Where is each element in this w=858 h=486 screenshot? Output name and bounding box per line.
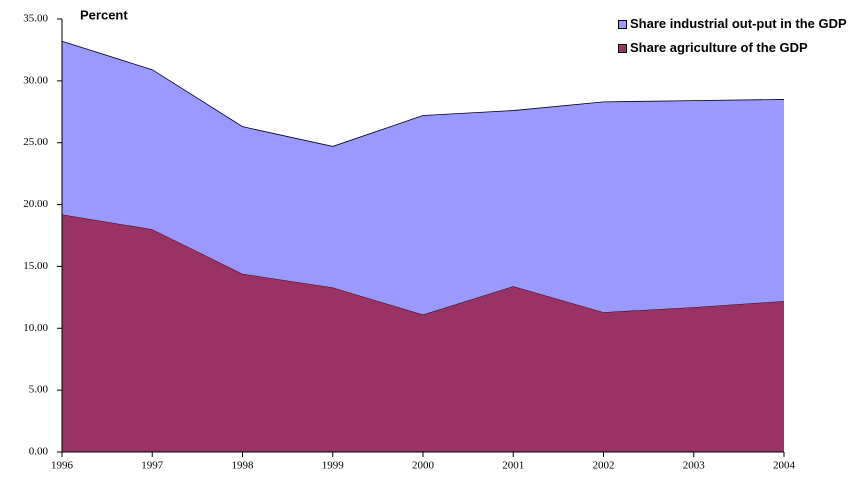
area-outline	[61, 40, 785, 147]
legend-item: Share industrial out-put in the GDP	[618, 16, 858, 32]
y-tick-label: 5.00	[29, 384, 49, 396]
y-tick-label: 30.00	[23, 74, 48, 86]
legend-label: Share industrial out-put in the GDP	[630, 16, 847, 31]
x-tick-label: 2001	[502, 460, 524, 472]
y-tick-label: 10.00	[23, 322, 48, 334]
x-tick-label: 2004	[773, 460, 796, 472]
x-tick-label: 2003	[683, 460, 706, 472]
y-tick-label: 20.00	[23, 198, 48, 210]
x-tick-label: 2002	[593, 460, 615, 472]
x-tick-label: 1997	[141, 460, 164, 472]
y-tick-label: 0.00	[29, 446, 49, 458]
legend-label: Share agriculture of the GDP	[630, 40, 808, 55]
legend-swatch	[618, 44, 627, 53]
legend-item: Share agriculture of the GDP	[618, 40, 858, 56]
y-tick-label: 25.00	[23, 136, 48, 148]
y-axis-label: Percent	[80, 7, 128, 22]
y-tick-label: 35.00	[23, 13, 48, 25]
x-tick-label: 1999	[322, 460, 345, 472]
x-tick-label: 1996	[51, 460, 74, 472]
legend-swatch	[618, 20, 627, 29]
x-tick-label: 1998	[232, 460, 255, 472]
x-tick-label: 2000	[412, 460, 435, 472]
area	[62, 41, 784, 315]
y-tick-label: 15.00	[23, 260, 48, 272]
legend: Share industrial out-put in the GDP Share…	[618, 16, 858, 64]
